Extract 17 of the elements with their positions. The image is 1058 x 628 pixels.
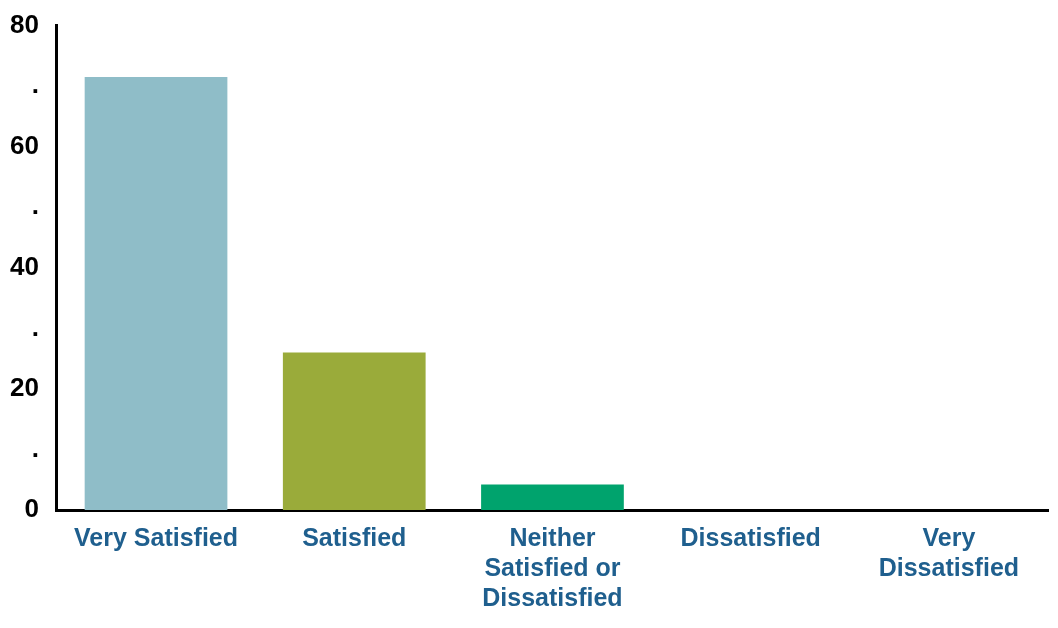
y-tick-label: . (31, 311, 39, 342)
x-tick-label: Dissatisfied (680, 522, 821, 551)
y-tick-label: . (31, 432, 39, 463)
bar (282, 352, 426, 510)
x-tick-label: Very Dissatisfied (878, 522, 1020, 581)
x-tick-label: Neither Satisfied or Dissatisfied (482, 522, 623, 611)
y-tick-label: 20 (10, 372, 39, 403)
y-tick-label: . (31, 69, 39, 100)
bar (481, 484, 624, 510)
y-tick-label: 80 (10, 8, 39, 39)
y-tick-label: . (31, 190, 39, 221)
x-tick-label: Satisfied (302, 522, 407, 551)
bar (84, 77, 228, 510)
y-tick-label: 60 (10, 129, 39, 160)
y-tick-label: 0 (24, 493, 39, 524)
y-tick-label: 40 (10, 250, 39, 281)
x-tick-label: Very Satisfied (74, 522, 239, 551)
